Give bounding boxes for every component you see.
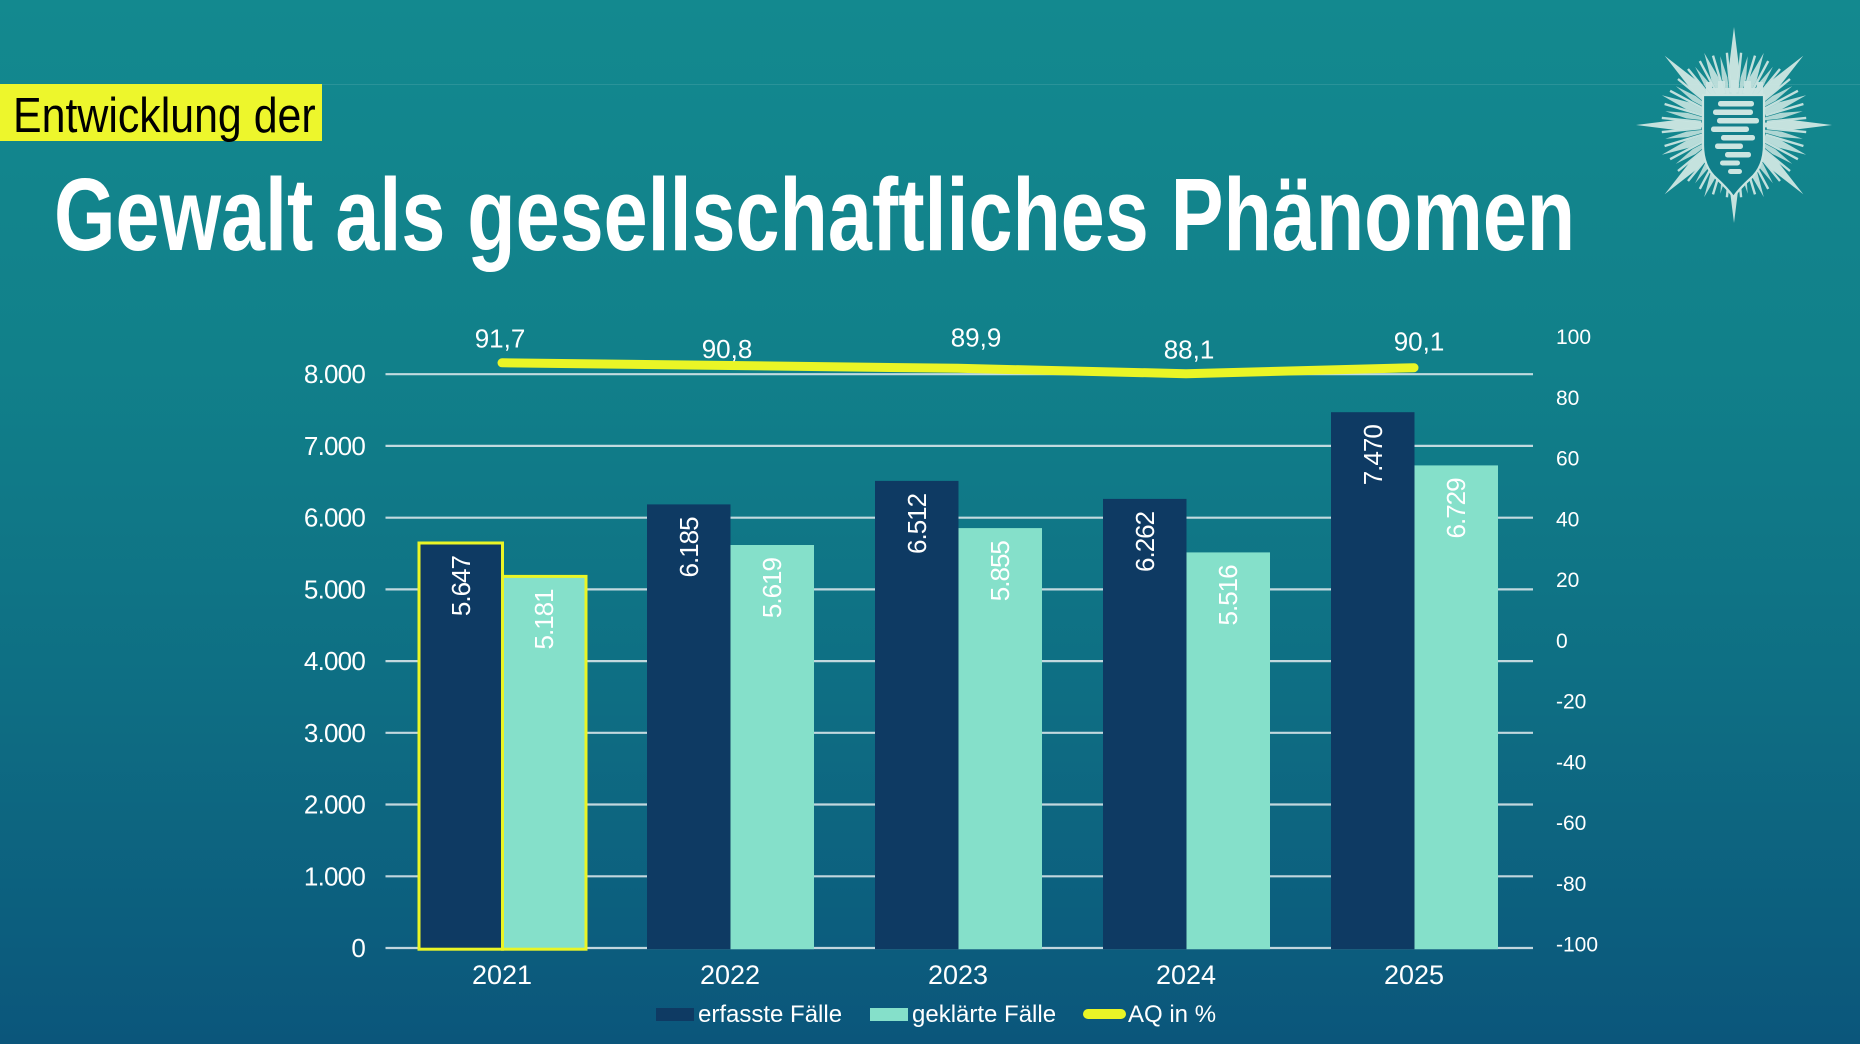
svg-text:-80: -80	[1556, 873, 1586, 896]
svg-text:-100: -100	[1556, 934, 1598, 957]
svg-text:90,8: 90,8	[702, 334, 753, 364]
svg-text:2023: 2023	[928, 960, 988, 990]
svg-text:8.000: 8.000	[304, 359, 365, 389]
svg-text:100: 100	[1556, 326, 1591, 349]
svg-text:91,7: 91,7	[475, 324, 526, 354]
svg-text:5.000: 5.000	[304, 574, 365, 604]
svg-text:2022: 2022	[700, 960, 760, 990]
svg-text:90,1: 90,1	[1394, 327, 1445, 357]
svg-text:6.262: 6.262	[1130, 511, 1160, 572]
svg-text:7.000: 7.000	[304, 431, 365, 461]
svg-text:60: 60	[1556, 448, 1579, 471]
svg-text:erfasste Fälle: erfasste Fälle	[698, 1001, 842, 1028]
svg-text:0: 0	[351, 933, 365, 963]
svg-text:geklärte Fälle: geklärte Fälle	[912, 1001, 1056, 1028]
svg-text:AQ in %: AQ in %	[1128, 1001, 1216, 1028]
svg-text:2021: 2021	[472, 960, 532, 990]
svg-text:0: 0	[1556, 630, 1568, 653]
svg-text:6.512: 6.512	[902, 493, 932, 554]
svg-text:5.647: 5.647	[446, 555, 476, 616]
svg-text:5.619: 5.619	[757, 557, 787, 618]
svg-text:89,9: 89,9	[951, 323, 1002, 353]
svg-text:5.855: 5.855	[985, 541, 1015, 602]
svg-text:7.470: 7.470	[1358, 425, 1388, 486]
svg-text:40: 40	[1556, 508, 1579, 531]
svg-text:2025: 2025	[1384, 960, 1444, 990]
svg-text:20: 20	[1556, 569, 1579, 592]
svg-text:5.516: 5.516	[1213, 565, 1243, 626]
svg-text:3.000: 3.000	[304, 718, 365, 748]
svg-text:2.000: 2.000	[304, 790, 365, 820]
svg-text:-20: -20	[1556, 691, 1586, 714]
svg-text:4.000: 4.000	[304, 646, 365, 676]
svg-text:6.729: 6.729	[1441, 478, 1471, 539]
svg-text:6.185: 6.185	[674, 517, 704, 578]
svg-text:88,1: 88,1	[1164, 335, 1215, 365]
svg-text:80: 80	[1556, 387, 1579, 410]
svg-text:-40: -40	[1556, 751, 1586, 774]
svg-text:6.000: 6.000	[304, 503, 365, 533]
svg-text:2024: 2024	[1156, 960, 1216, 990]
svg-text:1.000: 1.000	[304, 861, 365, 891]
svg-text:-60: -60	[1556, 812, 1586, 835]
svg-text:5.181: 5.181	[529, 589, 559, 650]
